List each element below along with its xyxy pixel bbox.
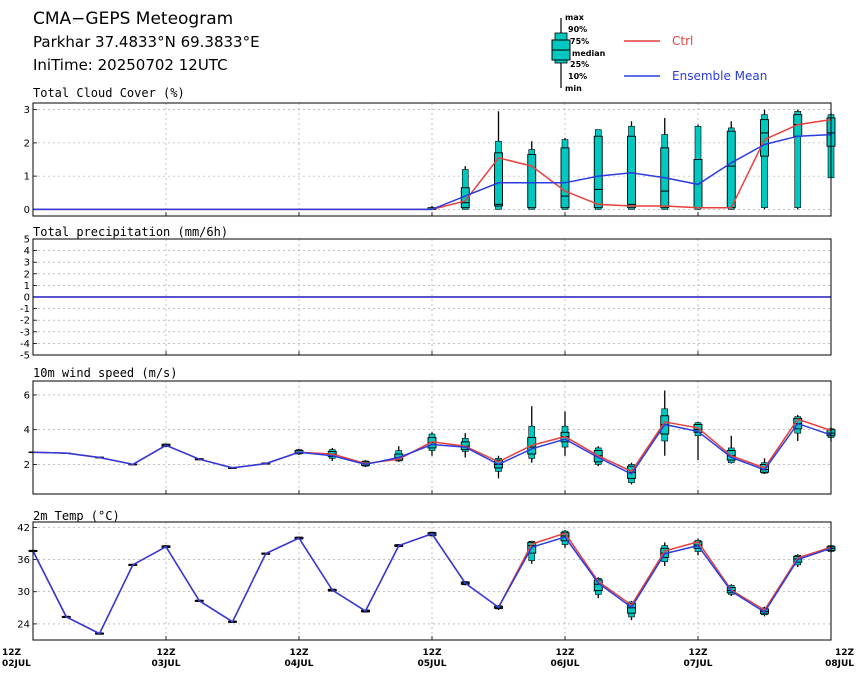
- y-tick-label: 2: [24, 460, 30, 471]
- plot-frame: [32, 238, 832, 356]
- x-tick-label-date: 02JUL: [2, 659, 31, 669]
- x-tick-label-hour: 12Z: [289, 648, 309, 658]
- y-tick-label: -3: [20, 327, 30, 338]
- plot-frame: [32, 380, 832, 495]
- x-tick-label-hour: 12Z: [688, 648, 708, 658]
- x-axis: 12Z02JUL12Z03JUL12Z04JUL12Z05JUL12Z06JUL…: [2, 648, 854, 669]
- ensemble-mean-series-line: [33, 133, 832, 211]
- ensemble-mean-series-line: [32, 532, 832, 635]
- legend: max 90% 75% median 25% 10% min Ctrl Ense…: [551, 13, 767, 93]
- y-tick-label: 3: [24, 105, 30, 116]
- chart-title: CMA−GEPS Meteogram: [33, 9, 233, 29]
- panel-title: 10m wind speed (m/s): [33, 366, 178, 380]
- ensemble-mean-series-line: [32, 422, 832, 475]
- y-tick-label: 36: [17, 555, 30, 566]
- legend-label-median: median: [572, 49, 606, 58]
- y-tick-label: 0: [24, 293, 30, 304]
- box-plot: [527, 141, 537, 210]
- y-tick-label: 2: [24, 269, 30, 280]
- y-tick-label: 42: [17, 523, 30, 534]
- box-p25-p75: [627, 135, 636, 209]
- plot-frame: [32, 102, 832, 217]
- legend-label-p75: 75%: [570, 37, 589, 46]
- legend-label-min: min: [565, 84, 582, 93]
- box-plot: [627, 600, 636, 621]
- box-p10-p90: [794, 111, 802, 208]
- box-plot: [627, 121, 636, 210]
- box-p25-p75: [494, 152, 503, 207]
- y-tick-label: 6: [24, 390, 30, 401]
- x-tick-label-hour: 12Z: [555, 648, 575, 658]
- y-tick-label: 24: [17, 619, 30, 630]
- x-tick-label-date: 04JUL: [285, 659, 314, 669]
- legend-label-p25: 25%: [570, 60, 589, 69]
- panel-title: 2m Temp (°C): [33, 509, 120, 523]
- box-plot: [460, 166, 470, 210]
- box-plot: [726, 121, 736, 210]
- y-tick-label: -1: [20, 304, 30, 315]
- y-tick-label: -5: [20, 351, 30, 362]
- legend-label-p90: 90%: [568, 25, 587, 34]
- x-tick-label-date: 03JUL: [152, 659, 181, 669]
- box-p25-p75: [593, 135, 603, 209]
- x-tick-label-date: 06JUL: [551, 659, 580, 669]
- y-tick-label: 1: [24, 281, 30, 292]
- panel-title: Total Cloud Cover (%): [33, 86, 185, 100]
- x-tick-label-hour: 12Z: [2, 648, 22, 658]
- box-p25-p75: [560, 147, 570, 209]
- box-plot: [494, 111, 503, 210]
- legend-mean-label: Ensemble Mean: [672, 69, 767, 83]
- legend-label-max: max: [565, 13, 585, 22]
- box-plot: [593, 129, 603, 210]
- x-tick-label-hour: 12Z: [156, 648, 176, 658]
- box-p25-p75: [726, 130, 736, 209]
- x-tick-label-date: 08JUL: [825, 659, 854, 669]
- y-tick-label: -2: [20, 316, 30, 327]
- y-tick-label: 1: [24, 172, 30, 183]
- legend-label-p10: 10%: [568, 72, 587, 81]
- y-tick-label: 4: [24, 246, 30, 257]
- box-p25-p75: [627, 603, 636, 614]
- y-tick-label: 4: [24, 425, 30, 436]
- box-plot: [760, 109, 769, 210]
- y-tick-label: 5: [24, 235, 30, 246]
- y-tick-label: 2: [24, 138, 30, 149]
- plot-frame: [32, 521, 832, 641]
- box-p25-p75: [527, 154, 537, 209]
- x-tick-label-hour: 12Z: [835, 648, 855, 658]
- y-tick-label: 3: [24, 258, 30, 269]
- location-label: Parkhar 37.4833°N 69.3833°E: [33, 33, 260, 51]
- legend-ctrl-label: Ctrl: [672, 34, 693, 48]
- box-p10-p90: [761, 114, 768, 208]
- y-tick-label: -4: [20, 339, 30, 350]
- x-tick-label-hour: 12Z: [422, 648, 442, 658]
- box-plot: [693, 124, 703, 210]
- panel-title: Total precipitation (mm/6h): [33, 225, 228, 239]
- x-tick-label-date: 07JUL: [684, 659, 713, 669]
- y-tick-label: 0: [24, 205, 30, 216]
- init-time-label: IniTime: 20250702 12UTC: [33, 56, 228, 74]
- box-plot: [560, 137, 570, 210]
- y-tick-label: 30: [17, 587, 30, 598]
- x-tick-label-date: 05JUL: [418, 659, 447, 669]
